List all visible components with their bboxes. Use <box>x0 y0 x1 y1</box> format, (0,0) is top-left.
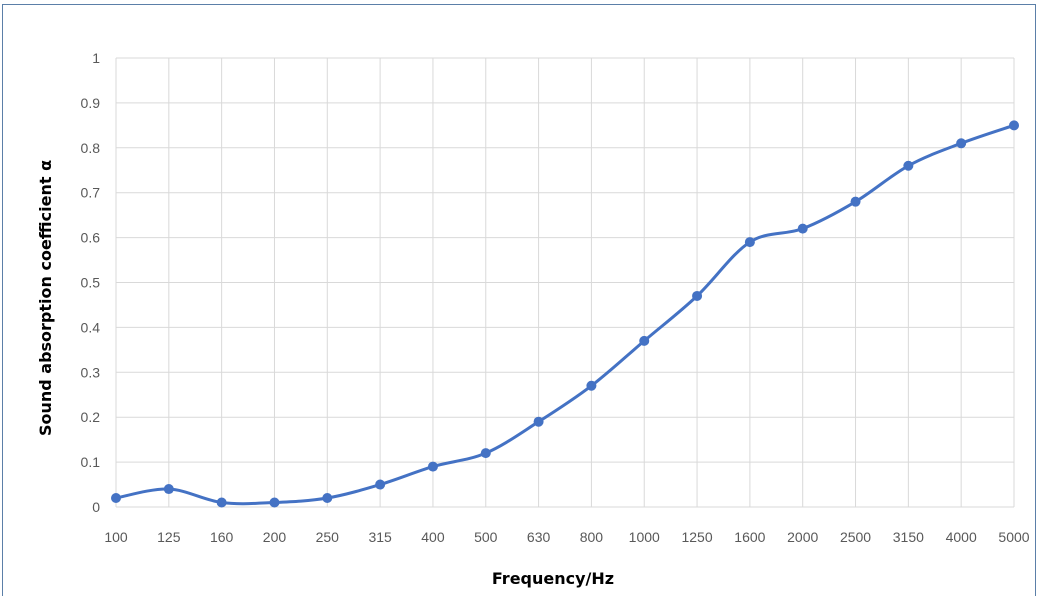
y-tick-label: 0.3 <box>81 364 101 380</box>
data-point-400 <box>427 461 438 472</box>
y-tick-label: 0 <box>92 499 100 515</box>
data-point-315 <box>375 479 386 490</box>
x-tick-label: 4000 <box>946 529 977 545</box>
y-tick-label: 0.6 <box>81 230 101 246</box>
y-tick-labels: 0 0.1 0.2 0.3 0.4 0.5 0.6 0.7 0.8 0.9 1 <box>81 50 101 515</box>
data-point-3150 <box>903 160 914 171</box>
data-point-160 <box>216 497 227 508</box>
data-point-2000 <box>797 223 808 234</box>
data-point-2500 <box>850 196 861 207</box>
x-tick-label: 400 <box>421 529 445 545</box>
x-tick-labels: 100 125 160 200 250 315 400 500 630 800 1000 1250 16… <box>104 529 1029 545</box>
x-tick-label: 315 <box>368 529 392 545</box>
data-points <box>111 120 1019 508</box>
x-tick-label: 800 <box>580 529 604 545</box>
x-tick-label: 5000 <box>998 529 1029 545</box>
x-tick-label: 1250 <box>681 529 712 545</box>
data-point-500 <box>480 448 491 459</box>
x-tick-label: 500 <box>474 529 498 545</box>
x-tick-label: 2500 <box>840 529 871 545</box>
data-point-800 <box>586 380 597 391</box>
data-point-630 <box>533 416 544 427</box>
x-axis-title: Frequency/Hz <box>492 569 614 588</box>
y-axis-title: Sound absorption coefficient α <box>36 160 55 436</box>
data-point-100 <box>111 493 121 504</box>
x-tick-label: 160 <box>210 529 234 545</box>
y-tick-label: 1 <box>92 50 100 66</box>
y-tick-label: 0.1 <box>81 454 101 470</box>
data-point-1600 <box>744 237 755 248</box>
x-tick-label: 125 <box>157 529 181 545</box>
horizontal-gridlines <box>116 57 1014 508</box>
chart-border <box>2 4 1036 596</box>
x-tick-label: 1600 <box>734 529 765 545</box>
data-point-1250 <box>692 290 703 301</box>
x-tick-label: 3150 <box>893 529 924 545</box>
data-point-125 <box>163 484 174 495</box>
x-tick-label: 250 <box>316 529 340 545</box>
data-point-200 <box>269 497 280 508</box>
x-tick-label: 1000 <box>629 529 660 545</box>
series-line <box>114 123 1016 506</box>
x-tick-label: 630 <box>527 529 551 545</box>
y-tick-label: 0.7 <box>81 185 101 201</box>
data-point-5000 <box>1009 120 1019 131</box>
data-point-1000 <box>639 335 650 346</box>
x-tick-label: 200 <box>263 529 287 545</box>
y-tick-label: 0.9 <box>81 95 101 111</box>
x-tick-label: 100 <box>104 529 128 545</box>
y-tick-label: 0.4 <box>81 319 101 335</box>
y-tick-label: 0.2 <box>81 409 101 425</box>
x-tick-label: 2000 <box>787 529 818 545</box>
data-point-4000 <box>956 138 967 149</box>
y-tick-label: 0.5 <box>81 275 101 291</box>
data-point-250 <box>322 493 333 504</box>
y-tick-label: 0.8 <box>81 140 101 156</box>
